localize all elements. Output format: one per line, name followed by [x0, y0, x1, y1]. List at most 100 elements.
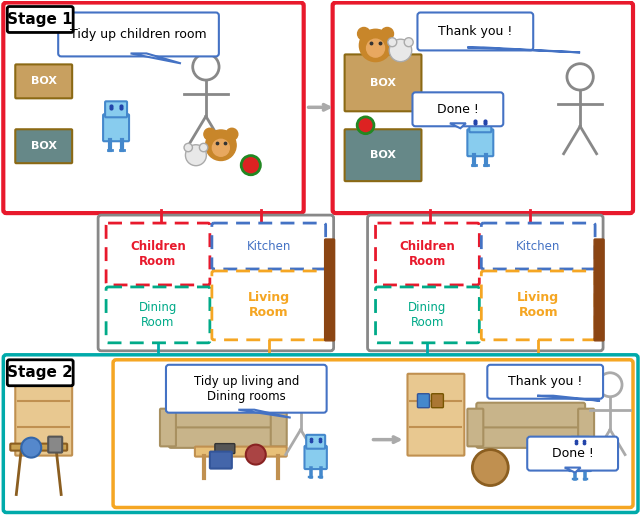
FancyBboxPatch shape	[305, 446, 327, 469]
Text: Stage 1: Stage 1	[8, 12, 73, 27]
Text: Living
Room: Living Room	[248, 291, 290, 319]
FancyBboxPatch shape	[7, 360, 73, 386]
Text: Done !: Done !	[552, 447, 593, 460]
FancyBboxPatch shape	[476, 403, 585, 434]
FancyBboxPatch shape	[48, 437, 62, 452]
FancyBboxPatch shape	[103, 114, 129, 141]
FancyBboxPatch shape	[212, 223, 326, 269]
Text: Done !: Done !	[437, 103, 479, 116]
Circle shape	[193, 54, 219, 80]
FancyBboxPatch shape	[113, 360, 633, 508]
FancyBboxPatch shape	[481, 223, 595, 269]
Circle shape	[241, 156, 260, 175]
FancyBboxPatch shape	[98, 215, 333, 351]
Circle shape	[404, 38, 413, 47]
FancyBboxPatch shape	[7, 7, 73, 33]
FancyBboxPatch shape	[344, 54, 422, 111]
Text: Thank you !: Thank you !	[508, 375, 582, 388]
Polygon shape	[238, 409, 291, 418]
FancyBboxPatch shape	[3, 3, 304, 213]
FancyBboxPatch shape	[3, 355, 638, 512]
Text: Tidy up living and
Dining rooms: Tidy up living and Dining rooms	[194, 375, 299, 403]
FancyBboxPatch shape	[169, 428, 278, 448]
FancyBboxPatch shape	[527, 437, 618, 470]
FancyBboxPatch shape	[106, 223, 210, 285]
Circle shape	[598, 373, 622, 397]
Text: BOX: BOX	[31, 141, 57, 151]
FancyBboxPatch shape	[469, 116, 492, 132]
Circle shape	[184, 143, 193, 151]
FancyBboxPatch shape	[594, 239, 604, 341]
FancyBboxPatch shape	[306, 435, 325, 449]
Text: BOX: BOX	[370, 150, 396, 160]
Circle shape	[472, 450, 508, 485]
Text: BOX: BOX	[370, 78, 396, 88]
Polygon shape	[450, 123, 466, 128]
Circle shape	[357, 117, 374, 134]
Text: BOX: BOX	[31, 77, 57, 86]
Circle shape	[389, 39, 412, 62]
Circle shape	[367, 39, 385, 57]
FancyBboxPatch shape	[412, 93, 503, 126]
Text: Thank you !: Thank you !	[438, 25, 513, 38]
FancyBboxPatch shape	[166, 365, 326, 413]
Circle shape	[388, 38, 397, 47]
Text: Kitchen: Kitchen	[516, 239, 561, 252]
FancyBboxPatch shape	[15, 129, 72, 163]
Circle shape	[226, 128, 238, 140]
FancyBboxPatch shape	[376, 223, 479, 285]
Text: Tidy up children room: Tidy up children room	[70, 28, 207, 41]
Text: Kitchen: Kitchen	[246, 239, 291, 252]
Text: Dining
Room: Dining Room	[408, 301, 447, 329]
FancyBboxPatch shape	[160, 409, 176, 446]
Circle shape	[360, 29, 392, 62]
FancyBboxPatch shape	[417, 394, 429, 408]
FancyBboxPatch shape	[408, 374, 465, 455]
Text: Living
Room: Living Room	[517, 291, 559, 319]
FancyBboxPatch shape	[344, 129, 422, 181]
FancyBboxPatch shape	[271, 409, 287, 446]
FancyBboxPatch shape	[544, 451, 566, 461]
Circle shape	[186, 145, 206, 165]
FancyBboxPatch shape	[10, 444, 67, 451]
Text: Children
Room: Children Room	[130, 240, 186, 268]
FancyBboxPatch shape	[571, 437, 589, 451]
FancyBboxPatch shape	[333, 3, 633, 213]
FancyBboxPatch shape	[106, 287, 210, 343]
Circle shape	[21, 437, 41, 458]
FancyBboxPatch shape	[431, 394, 444, 408]
Circle shape	[205, 130, 236, 160]
Circle shape	[212, 139, 229, 156]
Polygon shape	[564, 467, 580, 473]
FancyBboxPatch shape	[169, 403, 278, 434]
Circle shape	[289, 373, 313, 397]
FancyBboxPatch shape	[487, 365, 603, 399]
FancyBboxPatch shape	[376, 287, 479, 343]
Text: Dining
Room: Dining Room	[139, 301, 177, 329]
Circle shape	[381, 27, 394, 40]
FancyBboxPatch shape	[367, 215, 603, 351]
FancyBboxPatch shape	[105, 101, 127, 117]
FancyBboxPatch shape	[578, 409, 594, 446]
FancyBboxPatch shape	[212, 271, 326, 340]
FancyBboxPatch shape	[195, 447, 287, 457]
Text: Children
Room: Children Room	[399, 240, 455, 268]
Circle shape	[200, 143, 208, 151]
FancyBboxPatch shape	[467, 409, 483, 446]
Text: Stage 2: Stage 2	[7, 366, 73, 381]
Circle shape	[204, 128, 216, 140]
FancyBboxPatch shape	[210, 452, 232, 468]
FancyBboxPatch shape	[15, 65, 72, 98]
Polygon shape	[537, 396, 600, 401]
Circle shape	[358, 27, 370, 40]
FancyBboxPatch shape	[324, 239, 335, 341]
FancyBboxPatch shape	[215, 444, 235, 453]
FancyBboxPatch shape	[467, 129, 493, 156]
FancyBboxPatch shape	[476, 428, 585, 448]
FancyBboxPatch shape	[15, 374, 72, 455]
FancyBboxPatch shape	[417, 12, 533, 51]
Circle shape	[567, 64, 593, 90]
Circle shape	[246, 445, 266, 465]
Polygon shape	[131, 53, 181, 64]
Polygon shape	[467, 48, 580, 52]
